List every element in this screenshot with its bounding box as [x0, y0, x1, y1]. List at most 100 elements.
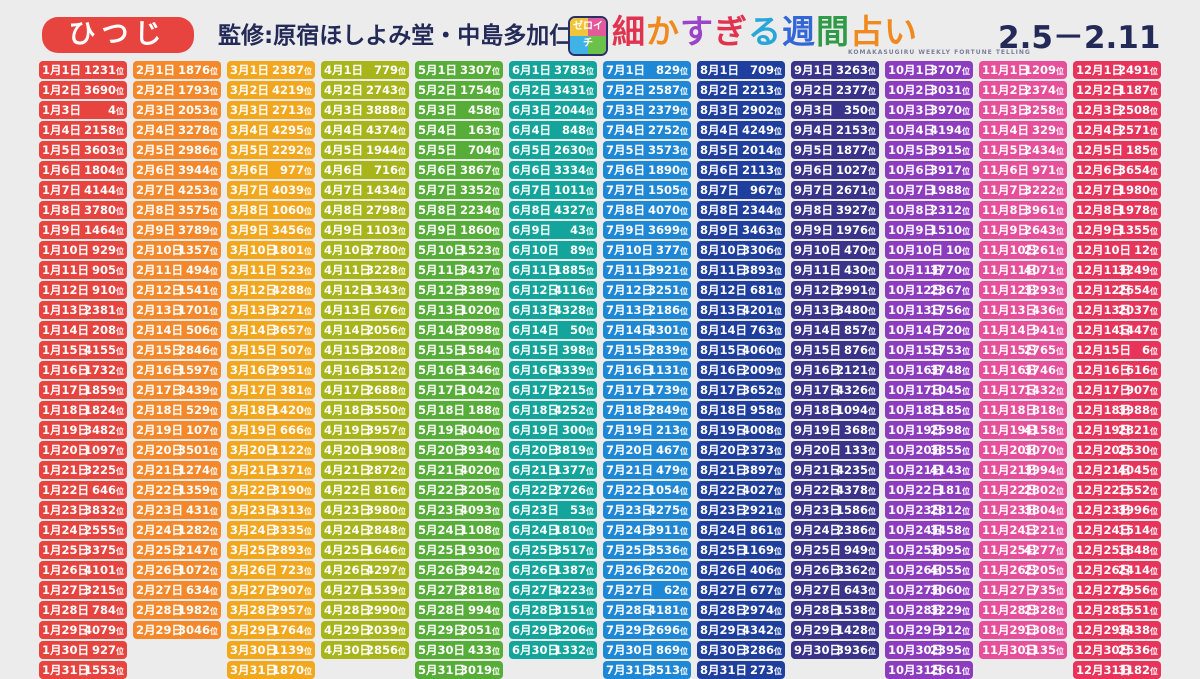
rank-label: 861位	[750, 521, 782, 539]
date-label: 7月14日	[606, 323, 654, 337]
day-rank-cell: 6月3日 2044位	[509, 101, 597, 119]
month-number: 11	[982, 463, 999, 477]
rank-number: 4008	[741, 423, 774, 437]
day-number: 26	[155, 563, 172, 577]
rank-number: 2053	[177, 103, 210, 117]
month-number: 1	[42, 103, 51, 117]
rank-number: 506	[185, 323, 210, 337]
day-rank-cell: 7月23日 4275位	[603, 501, 691, 519]
rank-label: 4328位	[554, 301, 594, 319]
date-label: 9月27日	[794, 583, 842, 597]
day-number: 20	[61, 443, 78, 457]
date-label: 7月12日	[606, 283, 654, 297]
day-rank-cell: 3月3日 2713位	[227, 101, 315, 119]
day-number: 10	[437, 243, 454, 257]
date-label: 5月2日	[418, 83, 458, 97]
day-rank-cell: 8月15日 4060位	[697, 341, 785, 359]
rank-label: 470位	[844, 241, 876, 259]
date-label: 12月29日	[1076, 623, 1132, 637]
rank-number: 1930	[459, 543, 492, 557]
date-label: 4月23日	[324, 503, 372, 517]
rank-unit: 位	[492, 267, 500, 276]
rank-label: 4101位	[84, 561, 124, 579]
rank-unit: 位	[774, 667, 782, 676]
day-number: 13	[61, 303, 78, 317]
rank-unit: 位	[680, 407, 688, 416]
rank-unit: 位	[868, 87, 876, 96]
rank-label: 1584位	[460, 341, 500, 359]
rank-number: 2530	[1117, 443, 1150, 457]
day-rank-cell: 3月12日 4288位	[227, 281, 315, 299]
rank-label: 2009位	[742, 361, 782, 379]
rank-number: 3438	[1117, 623, 1150, 637]
day-number: 21	[437, 463, 454, 477]
rank-unit: 位	[680, 427, 688, 436]
date-label: 7月23日	[606, 503, 654, 517]
title-char: ぎ	[714, 12, 748, 51]
day-number: 27	[813, 583, 830, 597]
date-label: 10月14日	[888, 323, 944, 337]
rank-label: 4277位	[1024, 541, 1064, 559]
month-number: 11	[982, 183, 999, 197]
rank-number: 3988	[1117, 403, 1150, 417]
date-label: 6月25日	[512, 543, 560, 557]
month-number: 6	[512, 643, 521, 657]
month-column-3: 3月1日 2387位 3月2日 4219位 3月3日 2713位 3月4日 4295位 3月5日…	[227, 59, 315, 679]
rank-number: 1428	[835, 623, 868, 637]
date-label: 7月4日	[606, 123, 646, 137]
day-rank-cell: 7月5日 3573位	[603, 141, 691, 159]
date-label: 6月8日	[512, 203, 552, 217]
rank-label: 3463位	[742, 221, 782, 239]
month-number: 7	[606, 503, 615, 517]
rank-number: 3783	[553, 63, 586, 77]
rank-unit: 位	[398, 467, 406, 476]
rank-unit: 位	[868, 547, 876, 556]
rank-number: 2292	[271, 143, 304, 157]
month-number: 9	[794, 483, 803, 497]
month-number: 1	[42, 403, 51, 417]
date-label: 8月1日	[700, 63, 740, 77]
rank-unit: 位	[116, 567, 124, 576]
day-number: 17	[915, 383, 932, 397]
day-number: 7	[343, 183, 352, 197]
month-number: 1	[42, 143, 51, 157]
rank-unit: 位	[492, 547, 500, 556]
rank-unit: 位	[962, 127, 970, 136]
day-number: 9	[625, 223, 634, 237]
month-number: 12	[1076, 483, 1093, 497]
day-number: 30	[915, 643, 932, 657]
day-rank-cell: 1月4日 2158位	[39, 121, 127, 139]
rank-number: 53	[569, 503, 586, 517]
rank-label: 3286位	[742, 641, 782, 659]
day-rank-cell: 2月18日 529位	[133, 401, 221, 419]
day-number: 16	[719, 363, 736, 377]
month-number: 6	[512, 383, 521, 397]
day-rank-cell: 2月6日 3944位	[133, 161, 221, 179]
day-rank-cell: 6月4日 848位	[509, 121, 597, 139]
rank-number: 2812	[929, 503, 962, 517]
rank-label: 1793位	[178, 81, 218, 99]
rank-label: 2037位	[1118, 301, 1158, 319]
rank-number: 1359	[177, 483, 210, 497]
rank-label: 300位	[562, 421, 594, 439]
date-label: 12月28日	[1076, 603, 1132, 617]
rank-unit: 位	[1056, 67, 1064, 76]
rank-unit: 位	[774, 427, 782, 436]
date-label: 11月21日	[982, 463, 1038, 477]
rank-number: 4253	[177, 183, 210, 197]
day-number: 21	[719, 463, 736, 477]
day-number: 16	[155, 363, 172, 377]
rank-label: 4194位	[930, 121, 970, 139]
day-number: 12	[915, 283, 932, 297]
month-number: 9	[794, 63, 803, 77]
rank-number: 2158	[83, 123, 116, 137]
rank-label: 3439位	[178, 381, 218, 399]
day-number: 26	[625, 563, 642, 577]
rank-label: 1108位	[460, 521, 500, 539]
date-label: 4月2日	[324, 83, 364, 97]
day-rank-cell: 4月15日 3208位	[321, 341, 409, 359]
rank-label: 2377位	[836, 81, 876, 99]
month-number: 6	[512, 163, 521, 177]
rank-label: 4313位	[272, 501, 312, 519]
month-number: 5	[418, 83, 427, 97]
